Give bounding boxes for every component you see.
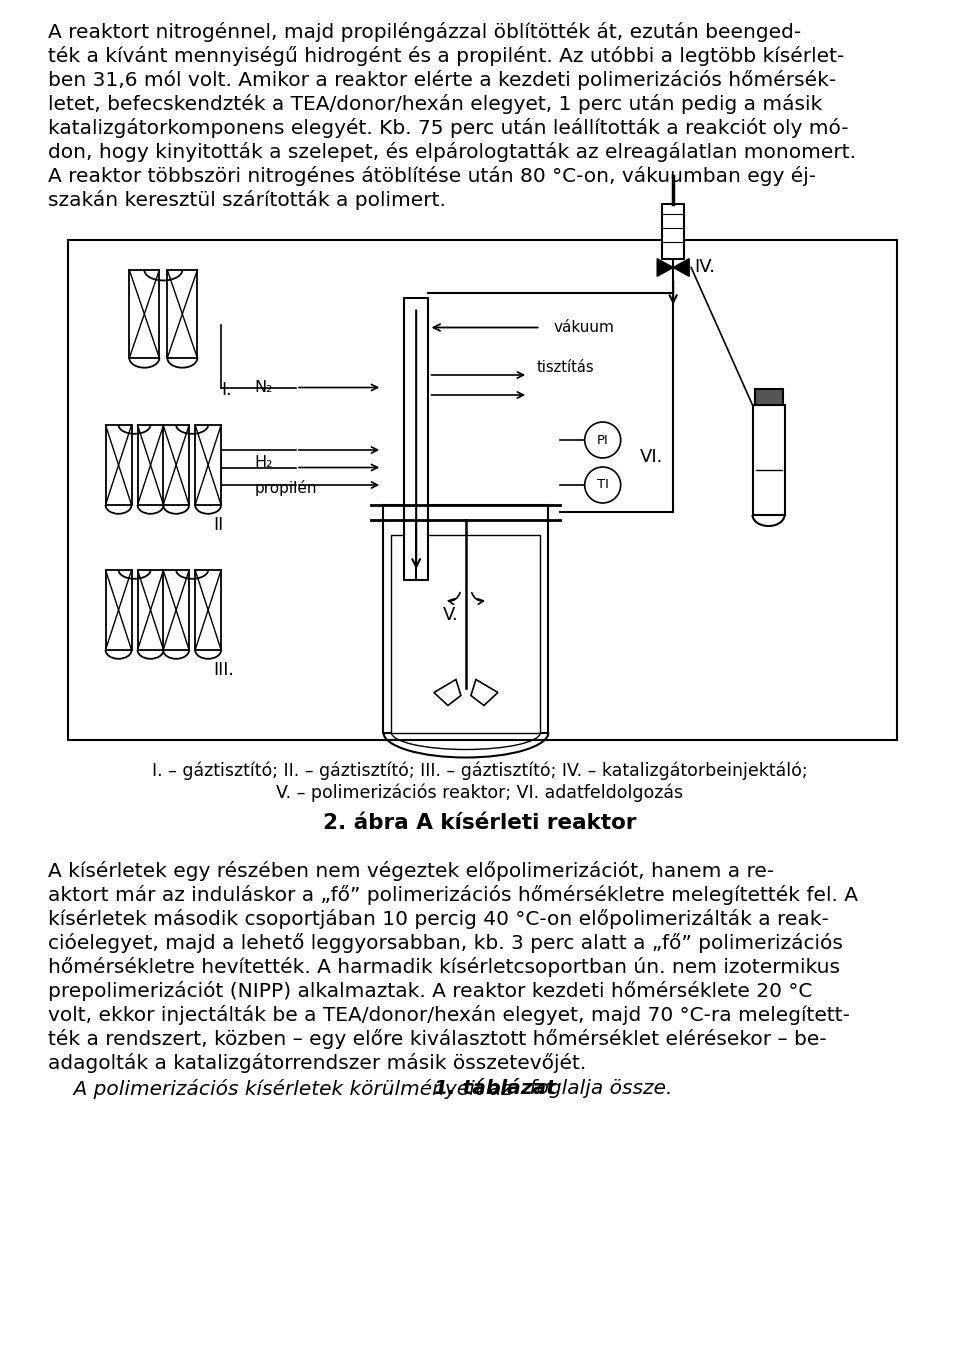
Text: ben 31,6 mól volt. Amikor a reaktor elérte a kezdeti polimerizációs hőmérsék-: ben 31,6 mól volt. Amikor a reaktor elér…	[48, 71, 836, 90]
Text: foglalja össze.: foglalja össze.	[523, 1079, 672, 1098]
Bar	[68, 241, 897, 741]
Text: A reaktort nitrogénnel, majd propiléngázzal öblítötték át, ezután beenged-: A reaktort nitrogénnel, majd propiléngáz…	[48, 22, 802, 42]
Text: vákuum: vákuum	[554, 319, 614, 336]
Text: V.: V.	[444, 606, 459, 624]
Bar	[163, 569, 189, 650]
Text: II: II	[213, 516, 224, 534]
Text: aktort már az induláskor a „fő” polimerizációs hőmérsékletre melegítették fel. A: aktort már az induláskor a „fő” polimeri…	[48, 885, 858, 905]
Text: prepolimerizációt (NIPP) alkalmaztak. A reaktor kezdeti hőmérséklete 20 °C: prepolimerizációt (NIPP) alkalmaztak. A …	[48, 981, 812, 1002]
Text: hőmérsékletre hevítették. A harmadik kísérletcsoportban ún. nem izotermikus: hőmérsékletre hevítették. A harmadik kís…	[48, 957, 840, 977]
Text: I.: I.	[222, 381, 232, 400]
Bar	[755, 389, 782, 405]
Text: A kísérletek egy részében nem végeztek előpolimerizációt, hanem a re-: A kísérletek egy részében nem végeztek e…	[48, 862, 774, 881]
Bar	[106, 569, 132, 650]
Polygon shape	[471, 680, 498, 705]
Text: letet, befecskendzték a TEA/donor/hexán elegyet, 1 perc után pedig a másik: letet, befecskendzték a TEA/donor/hexán …	[48, 94, 823, 114]
Bar	[167, 270, 198, 357]
Bar	[195, 569, 221, 650]
Polygon shape	[434, 680, 461, 705]
Bar	[195, 425, 221, 506]
Polygon shape	[673, 258, 689, 276]
Text: propilén: propilén	[254, 480, 317, 496]
Bar	[662, 204, 684, 258]
Bar	[383, 506, 548, 733]
Text: III.: III.	[213, 660, 234, 680]
Text: I. – gáztisztító; II. – gáztisztító; III. – gáztisztító; IV. – katalizgátorbeinj: I. – gáztisztító; II. – gáztisztító; III…	[153, 762, 807, 780]
Text: N₂: N₂	[254, 381, 273, 395]
Text: ték a kívánt mennyiségű hidrogént és a propilént. Az utóbbi a legtöbb kísérlet-: ték a kívánt mennyiségű hidrogént és a p…	[48, 46, 844, 67]
Text: katalizgátorkomponens elegyét. Kb. 75 perc után leállították a reakciót oly mó-: katalizgátorkomponens elegyét. Kb. 75 pe…	[48, 118, 849, 139]
Text: kísérletek második csoportjában 10 percig 40 °C-on előpolimerizálták a reak-: kísérletek második csoportjában 10 perci…	[48, 909, 828, 930]
Text: H₂: H₂	[254, 455, 273, 470]
Text: volt, ekkor injectálták be a TEA/donor/hexán elegyet, majd 70 °C-ra melegített-: volt, ekkor injectálták be a TEA/donor/h…	[48, 1006, 850, 1025]
Bar	[137, 425, 163, 506]
Text: 1. táblázat: 1. táblázat	[434, 1079, 556, 1098]
Bar	[404, 298, 428, 580]
Text: A polimerizációs kísérletek körülményeit az: A polimerizációs kísérletek körülményeit…	[48, 1079, 518, 1099]
Text: VI.: VI.	[640, 448, 663, 466]
Text: A reaktor többszöri nitrogénes átöblítése után 80 °C-on, vákuumban egy éj-: A reaktor többszöri nitrogénes átöblítés…	[48, 166, 816, 186]
Text: szakán keresztül szárították a polimert.: szakán keresztül szárították a polimert.	[48, 190, 445, 211]
Bar	[163, 425, 189, 506]
Text: adagolták a katalizgátorrendszer másik összetevőjét.: adagolták a katalizgátorrendszer másik ö…	[48, 1053, 587, 1074]
Text: ték a rendszert, közben – egy előre kiválasztott hőmérséklet elérésekor – be-: ték a rendszert, közben – egy előre kivá…	[48, 1029, 827, 1049]
Text: don, hogy kinyitották a szelepet, és elpárologtatták az elreagálatlan monomert.: don, hogy kinyitották a szelepet, és elp…	[48, 141, 856, 162]
Text: IV.: IV.	[694, 258, 715, 276]
Text: cióelegyet, majd a lehető leggyorsabban, kb. 3 perc alatt a „fő” polimerizációs: cióelegyet, majd a lehető leggyorsabban,…	[48, 934, 843, 953]
Text: PI: PI	[597, 434, 609, 447]
Text: tisztítás: tisztítás	[537, 360, 594, 375]
Bar	[753, 405, 784, 515]
Bar	[106, 425, 132, 506]
Text: TI: TI	[597, 478, 609, 492]
Bar	[392, 535, 540, 733]
Circle shape	[585, 423, 621, 458]
Text: V. – polimerizációs reaktor; VI. adatfeldolgozás: V. – polimerizációs reaktor; VI. adatfel…	[276, 783, 684, 802]
Bar	[130, 270, 159, 357]
Text: 2. ábra A kísérleti reaktor: 2. ábra A kísérleti reaktor	[324, 813, 636, 833]
Circle shape	[585, 467, 621, 503]
Bar	[137, 569, 163, 650]
Polygon shape	[658, 258, 673, 276]
